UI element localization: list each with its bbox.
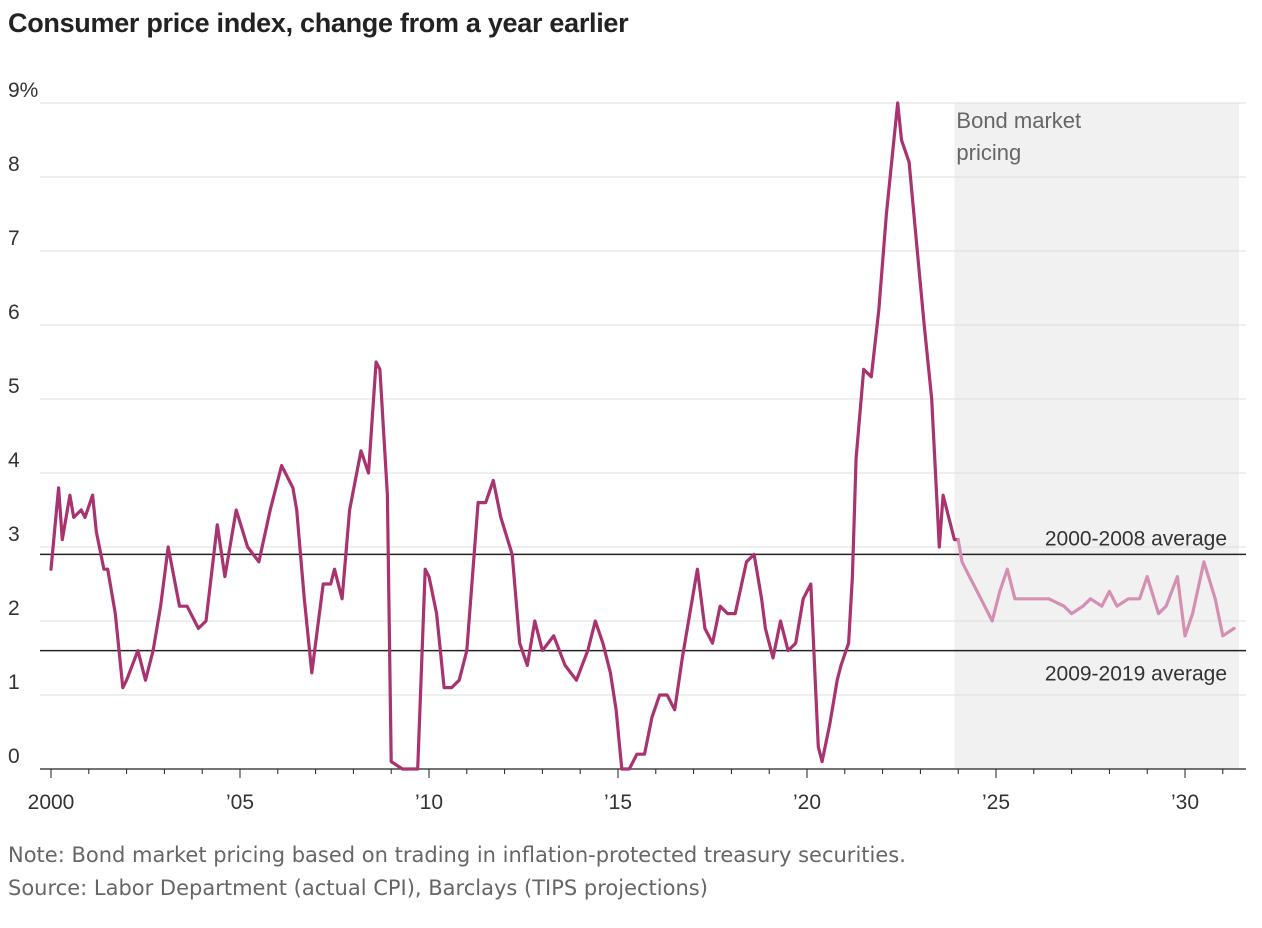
y-tick-label: 6 (8, 301, 20, 324)
x-axis: 2000 ’05 ’10 ’15 ’20 ’25 ’30 (28, 768, 1246, 814)
x-tick-label: ’10 (415, 791, 443, 814)
average-line-label: 2000-2008 average (1045, 527, 1227, 550)
y-tick-label: 3 (8, 523, 20, 546)
y-tick-label: 0 (8, 745, 20, 768)
x-tick-label: ’05 (226, 791, 254, 814)
y-tick-label: 9% (8, 79, 38, 102)
x-tick-label: 2000 (28, 791, 75, 814)
y-tick-label: 5 (8, 375, 20, 398)
band-label-line: Bond market (956, 108, 1081, 133)
x-tick-label: ’30 (1171, 791, 1199, 814)
x-tick-label: ’15 (604, 791, 632, 814)
x-tick-label: ’20 (793, 791, 821, 814)
reference-lines: 2000-2008 average 2009-2019 average (40, 527, 1246, 686)
shaded-region-layer: Bond market pricing (954, 103, 1240, 769)
band-label: Bond market pricing (956, 108, 1081, 165)
gridlines (40, 102, 1246, 696)
band-label-line: pricing (956, 140, 1021, 165)
y-tick-label: 2 (8, 597, 20, 620)
x-tick-label: ’25 (982, 791, 1010, 814)
y-tick-label: 7 (8, 227, 20, 250)
average-line-label: 2009-2019 average (1045, 663, 1227, 686)
y-axis-ticks: 0 1 2 3 4 5 6 7 8 9% (8, 79, 38, 768)
projection-band (954, 103, 1240, 769)
actual-cpi-line (49, 101, 960, 771)
y-tick-label: 1 (8, 671, 20, 694)
projection-cpi-line (956, 537, 1236, 638)
y-tick-label: 4 (8, 449, 20, 472)
series-lines (49, 101, 1236, 771)
chart-note: Note: Bond market pricing based on tradi… (8, 843, 906, 867)
chart-source: Source: Labor Department (actual CPI), B… (8, 876, 708, 900)
chart-title: Consumer price index, change from a year… (8, 8, 629, 38)
y-tick-label: 8 (8, 153, 20, 176)
